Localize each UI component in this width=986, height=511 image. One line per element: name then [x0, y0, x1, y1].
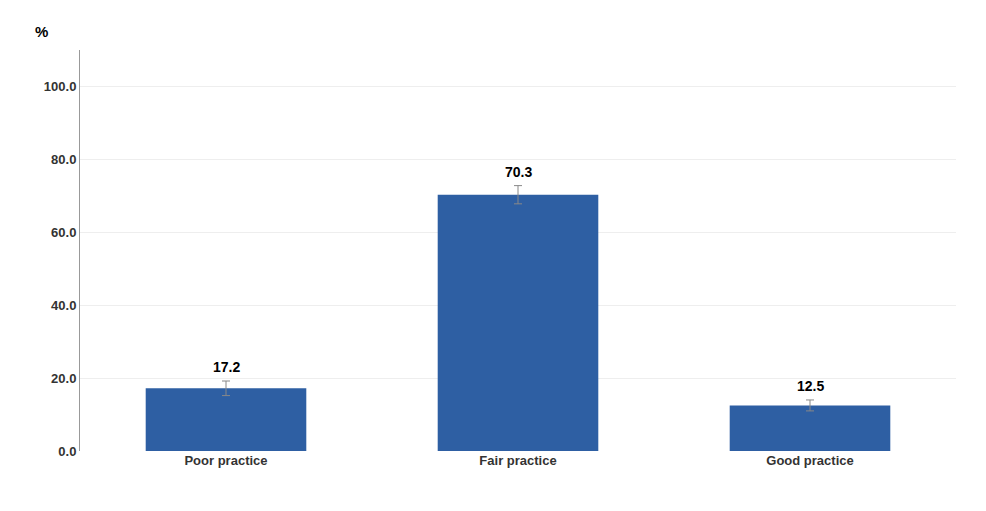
svg-text:20.0: 20.0 [51, 371, 76, 386]
svg-text:100.0: 100.0 [44, 79, 77, 94]
svg-text:%: % [35, 23, 48, 40]
svg-text:60.0: 60.0 [51, 225, 76, 240]
svg-text:Poor practice: Poor practice [184, 453, 267, 468]
svg-text:17.2: 17.2 [213, 359, 240, 375]
svg-text:80.0: 80.0 [51, 152, 76, 167]
svg-text:Good practice: Good practice [766, 453, 853, 468]
svg-text:70.3: 70.3 [505, 164, 532, 180]
svg-text:Fair practice: Fair practice [479, 453, 556, 468]
svg-text:12.5: 12.5 [797, 378, 824, 394]
svg-text:0.0: 0.0 [58, 444, 76, 459]
svg-text:40.0: 40.0 [51, 298, 76, 313]
